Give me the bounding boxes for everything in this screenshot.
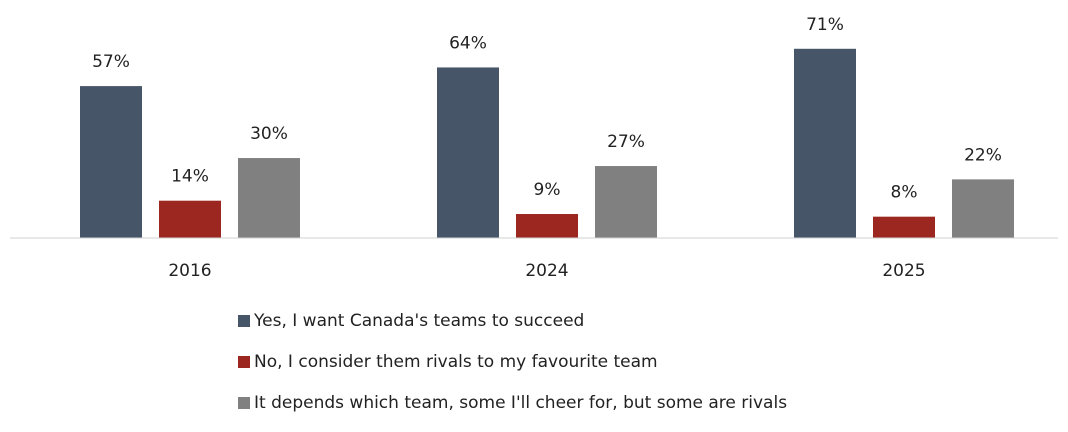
bar-yes-2016	[80, 86, 142, 238]
bar-chart: 57% 14% 30% 64% 9% 27% 71% 8% 22% 2016 2024 2025	[10, 15, 1058, 281]
bar-yes-2025	[794, 48, 856, 238]
bars-group	[80, 48, 1014, 238]
legend-item-yes: Yes, I want Canada's teams to succeed	[238, 309, 787, 333]
legend-swatch-no	[238, 356, 250, 368]
bar-depends-2025	[952, 179, 1014, 238]
data-label-no-2024: 9%	[534, 180, 561, 200]
data-label-yes-2024: 64%	[449, 33, 487, 53]
legend-label-yes: Yes, I want Canada's teams to succeed	[254, 311, 585, 331]
legend-label-no: No, I consider them rivals to my favouri…	[254, 352, 658, 372]
data-label-depends-2016: 30%	[250, 124, 288, 144]
bar-no-2024	[516, 214, 578, 238]
bar-depends-2024	[595, 166, 657, 238]
data-label-no-2016: 14%	[171, 167, 209, 187]
bar-depends-2016	[238, 158, 300, 238]
data-label-yes-2025: 71%	[806, 15, 844, 35]
bar-no-2016	[159, 200, 221, 238]
x-tick-label-2025: 2025	[882, 261, 925, 281]
data-label-yes-2016: 57%	[92, 52, 130, 72]
bar-no-2025	[873, 216, 935, 238]
data-label-depends-2024: 27%	[607, 132, 645, 152]
x-tick-labels-group: 2016 2024 2025	[168, 261, 925, 281]
bar-yes-2024	[437, 67, 499, 238]
legend-item-depends: It depends which team, some I'll cheer f…	[238, 391, 787, 415]
legend-swatch-depends	[238, 397, 250, 409]
x-tick-label-2024: 2024	[525, 261, 568, 281]
legend-swatch-yes	[238, 315, 250, 327]
legend: Yes, I want Canada's teams to succeed No…	[238, 309, 787, 432]
x-tick-label-2016: 2016	[168, 261, 211, 281]
data-label-no-2025: 8%	[891, 183, 918, 203]
data-label-depends-2025: 22%	[964, 145, 1002, 165]
legend-item-no: No, I consider them rivals to my favouri…	[238, 350, 787, 374]
data-labels-group: 57% 14% 30% 64% 9% 27% 71% 8% 22%	[92, 15, 1002, 203]
legend-label-depends: It depends which team, some I'll cheer f…	[254, 393, 788, 413]
